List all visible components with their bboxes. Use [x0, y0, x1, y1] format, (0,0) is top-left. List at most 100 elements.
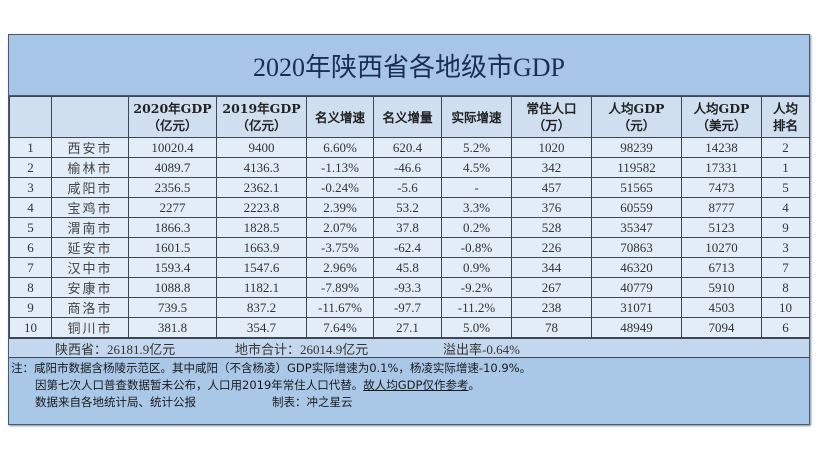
table-row: 1 西安市 10020.4 9400 6.60% 620.4 5.2% 1020 98239 14… [9, 137, 810, 158]
value-cell: 1828.5 [216, 217, 307, 238]
value-cell: 354.7 [216, 317, 307, 338]
value-cell: 4136.3 [216, 157, 307, 178]
column-header: 实际增速 [441, 96, 512, 138]
value-cell: 342 [511, 157, 592, 178]
gdp-table-sheet: 2020年陕西省各地级市GDP 2020年GDP （亿元） 2019年GDP （亿元）… [8, 34, 810, 425]
rank-cell: 4 [9, 197, 52, 218]
overflow-rate: 溢出率-0.64% [443, 341, 520, 357]
value-cell: 0.2% [441, 217, 512, 238]
value-cell: 14238 [681, 137, 762, 158]
table-body: 1 西安市 10020.4 9400 6.60% 620.4 5.2% 1020 98239 14… [9, 137, 810, 338]
note-line-2: 因第七次人口普查数据暂未公布，人口用2019年常住人口代替。故人均GDP仅作参考… [35, 378, 480, 392]
city-cell: 渭南市 [51, 217, 129, 238]
column-header: 2020年GDP （亿元） [128, 96, 217, 138]
value-cell: 45.8 [373, 257, 442, 278]
value-cell: 7 [761, 257, 810, 278]
value-cell: 1601.5 [128, 237, 217, 258]
value-cell: 2.39% [306, 197, 374, 218]
header-label: 人均 [772, 101, 798, 116]
value-cell: 51565 [591, 177, 682, 198]
summary-row: 陕西省：26181.9亿元 地市合计：26014.9亿元 溢出率-0.64% [9, 338, 809, 358]
value-cell: 1547.6 [216, 257, 307, 278]
city-cell: 西安市 [51, 137, 129, 158]
column-header: 人均 排名 [761, 96, 810, 138]
value-cell: 457 [511, 177, 592, 198]
value-cell: 620.4 [373, 137, 442, 158]
data-source-note: 数据来自各地统计局、统计公报 [35, 395, 196, 409]
value-cell: -0.24% [306, 177, 374, 198]
value-cell: -46.6 [373, 157, 442, 178]
table-maker-note: 制表：冲之星云 [272, 395, 353, 409]
table-row: 4 宝鸡市 2277 2223.8 2.39% 53.2 3.3% 376 60559 8777 4 [9, 197, 810, 218]
value-cell: 9 [761, 217, 810, 238]
column-header: 人均GDP （美元） [681, 96, 762, 138]
column-header: 人均GDP （元） [591, 96, 682, 138]
column-header [9, 96, 52, 138]
value-cell: 4.5% [441, 157, 512, 178]
city-cell: 铜川市 [51, 317, 129, 338]
value-cell: 6.60% [306, 137, 374, 158]
value-cell: 7094 [681, 317, 762, 338]
rank-cell: 5 [9, 217, 52, 238]
header-unit: （美元） [696, 118, 747, 133]
province-total: 陕西省：26181.9亿元 [55, 341, 176, 357]
value-cell: -3.75% [306, 237, 374, 258]
value-cell: 48949 [591, 317, 682, 338]
value-cell: 5.2% [441, 137, 512, 158]
value-cell: -93.3 [373, 277, 442, 298]
header-label: 人均GDP [693, 101, 750, 116]
value-cell: -11.2% [441, 297, 512, 318]
table-row: 5 渭南市 1866.3 1828.5 2.07% 37.8 0.2% 528 35347 512… [9, 217, 810, 238]
column-header [51, 96, 129, 138]
value-cell: 10020.4 [128, 137, 217, 158]
header-row: 2020年GDP （亿元） 2019年GDP （亿元） 名义增速 名义增量 实际增速 常住人口… [9, 96, 810, 138]
header-label: 名义增量 [382, 109, 433, 125]
table-title: 2020年陕西省各地级市GDP [9, 35, 809, 96]
header-label: 2020年GDP [133, 101, 212, 116]
value-cell: 376 [511, 197, 592, 218]
table-row: 3 咸阳市 2356.5 2362.1 -0.24% -5.6-457 51565 7473 5 [9, 177, 810, 198]
column-header: 名义增量 [373, 96, 442, 138]
city-cell: 安康市 [51, 277, 129, 298]
value-cell: 1020 [511, 137, 592, 158]
value-cell: 2.96% [306, 257, 374, 278]
value-cell: 5 [761, 177, 810, 198]
value-cell: 1663.9 [216, 237, 307, 258]
value-cell: 528 [511, 217, 592, 238]
value-cell: 10 [761, 297, 810, 318]
table-row: 6 延安市 1601.5 1663.9 -3.75% -62.4 -0.8% 226 70863… [9, 237, 810, 258]
value-cell: 5910 [681, 277, 762, 298]
value-cell: 35347 [591, 217, 682, 238]
table-row: 7 汉中市 1593.4 1547.6 2.96% 45.8 0.9% 344 46320 671… [9, 257, 810, 278]
city-cell: 汉中市 [51, 257, 129, 278]
header-unit: （亿元） [147, 118, 198, 133]
value-cell: 6 [761, 317, 810, 338]
rank-cell: 2 [9, 157, 52, 178]
column-header: 常住人口 （万） [511, 96, 592, 138]
value-cell: 8 [761, 277, 810, 298]
notes-section: 注：咸阳市数据含杨陵示范区。其中咸阳（不含杨凌）GDP实际增速为0.1%，杨凌实… [9, 358, 809, 424]
value-cell: 2362.1 [216, 177, 307, 198]
header-label: 名义增速 [314, 109, 365, 125]
column-header: 2019年GDP （亿元） [216, 96, 307, 138]
value-cell: 837.2 [216, 297, 307, 318]
value-cell: - [441, 177, 512, 198]
value-cell: 2277 [128, 197, 217, 218]
value-cell: -97.7 [373, 297, 442, 318]
value-cell: 5123 [681, 217, 762, 238]
city-cell: 咸阳市 [51, 177, 129, 198]
table-row: 8 安康市 1088.8 1182.1 -7.89% -93.3 -9.2% 267 40779… [9, 277, 810, 298]
header-label: 实际增速 [451, 109, 502, 125]
value-cell: 267 [511, 277, 592, 298]
value-cell: 9400 [216, 137, 307, 158]
value-cell: 5.0% [441, 317, 512, 338]
column-header: 名义增速 [306, 96, 374, 138]
rank-cell: 1 [9, 137, 52, 158]
value-cell: 2 [761, 137, 810, 158]
value-cell: 2356.5 [128, 177, 217, 198]
header-unit: （元） [617, 118, 656, 133]
note-line-1: 注：咸阳市数据含杨陵示范区。其中咸阳（不含杨凌）GDP实际增速为0.1%，杨凌实… [11, 361, 532, 375]
rank-cell: 6 [9, 237, 52, 258]
value-cell: -1.13% [306, 157, 374, 178]
value-cell: 60559 [591, 197, 682, 218]
